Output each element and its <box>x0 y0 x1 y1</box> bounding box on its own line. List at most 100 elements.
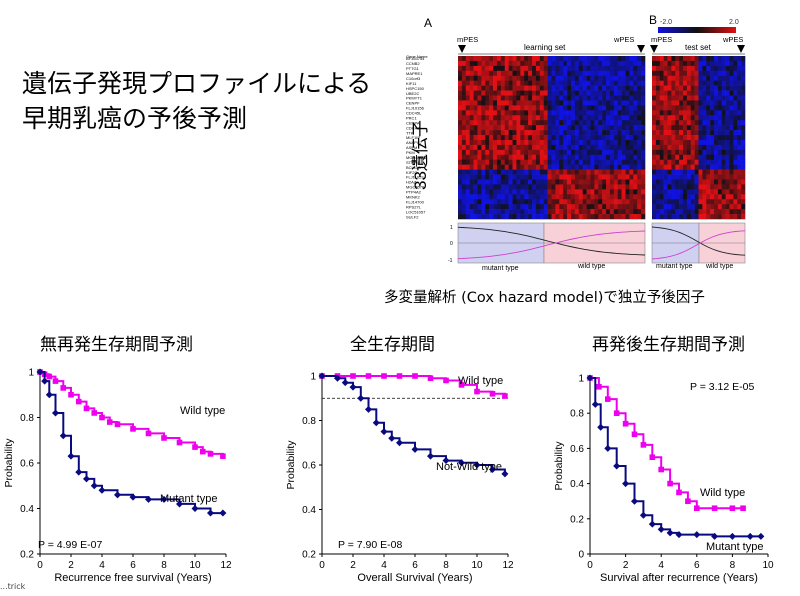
heat-cell <box>602 125 607 131</box>
heat-cell <box>590 95 595 101</box>
heat-cell <box>458 164 463 170</box>
heat-cell <box>717 65 723 72</box>
heat-cell <box>555 100 560 106</box>
heat-cell <box>458 199 463 205</box>
heat-cell <box>590 209 595 215</box>
heat-cell <box>551 100 556 106</box>
heat-cell <box>477 139 482 146</box>
heat-cell <box>528 70 533 77</box>
heat-cell <box>465 174 470 180</box>
heat-cell <box>547 60 552 67</box>
heat-cell <box>477 199 482 205</box>
heat-cell <box>710 75 715 81</box>
heat-cell <box>679 144 684 151</box>
heat-cell <box>586 159 591 165</box>
heat-cell <box>512 179 517 185</box>
profile-a-wild-line <box>457 230 646 260</box>
heat-cell <box>578 164 583 170</box>
heat-cell <box>663 204 668 210</box>
heat-cell <box>574 80 580 86</box>
heat-cell <box>489 75 494 81</box>
heat-cell <box>578 199 583 205</box>
data-point <box>176 500 183 508</box>
heat-cell <box>737 209 742 215</box>
heat-cell <box>655 139 661 146</box>
heat-cell <box>485 209 490 215</box>
heat-cell <box>481 110 486 116</box>
heat-cell <box>528 174 533 180</box>
heat-cell <box>582 56 587 62</box>
heat-cell <box>613 199 619 205</box>
heat-cell <box>524 194 529 200</box>
heat-cell <box>721 85 726 91</box>
heat-cell <box>551 169 556 175</box>
heat-cell <box>659 154 664 161</box>
heat-cell <box>481 194 486 200</box>
heat-cell <box>714 189 719 195</box>
heat-cell <box>741 199 746 205</box>
heat-cell <box>733 65 738 72</box>
heat-cell <box>679 204 684 210</box>
heat-cell <box>655 209 661 215</box>
heat-cell <box>524 144 529 151</box>
heat-cell <box>698 60 703 67</box>
heat-cell <box>469 110 474 116</box>
heat-cell <box>477 209 482 215</box>
heat-cell <box>633 105 638 111</box>
heat-cell <box>617 100 622 106</box>
heat-cell <box>710 135 715 141</box>
heat-cell <box>524 135 529 141</box>
heat-cell <box>741 95 746 101</box>
data-point <box>207 451 214 457</box>
heat-cell <box>663 214 668 220</box>
heat-cell <box>496 100 502 106</box>
heat-cell <box>508 154 513 161</box>
heat-cell <box>512 65 517 72</box>
heat-cell <box>663 159 668 165</box>
heat-cell <box>539 110 545 116</box>
heat-cell <box>633 135 638 141</box>
heat-cell <box>520 159 525 165</box>
data-point <box>489 465 496 473</box>
heat-cell <box>543 179 548 185</box>
heat-cell <box>679 115 684 121</box>
gene-label: FLJ14700 <box>406 199 425 204</box>
heat-cell <box>551 110 556 116</box>
heat-cell <box>485 110 490 116</box>
heat-cell <box>652 95 657 101</box>
heat-cell <box>667 209 672 215</box>
heat-cell <box>671 130 676 136</box>
heat-cell <box>659 130 664 136</box>
heat-cell <box>493 75 498 81</box>
heat-cell <box>609 90 615 96</box>
heat-cell <box>667 95 672 101</box>
heat-cell <box>617 154 622 161</box>
heat-cell <box>714 125 719 131</box>
heat-cell <box>694 149 699 156</box>
data-point <box>631 497 638 505</box>
multivariate-note: 多変量解析 (Cox hazard model)で独立予後因子 <box>384 290 705 306</box>
heat-cell <box>504 154 509 161</box>
heat-cell <box>675 135 680 141</box>
heat-cell <box>698 95 703 101</box>
heat-cell <box>528 169 533 175</box>
heat-cell <box>512 95 517 101</box>
heat-cell <box>617 90 622 96</box>
heat-cell <box>458 204 463 210</box>
heat-cell <box>629 184 634 190</box>
clipped-footer-text: ...trick <box>0 582 26 591</box>
y-tick-label: 0.8 <box>20 413 34 424</box>
learning-set-label: learning set <box>524 43 566 52</box>
data-point <box>676 489 682 496</box>
heat-cell <box>659 135 664 141</box>
heat-cell <box>690 169 695 175</box>
heat-cell <box>504 194 509 200</box>
heat-cell <box>500 179 506 185</box>
heat-cell <box>694 80 699 86</box>
heat-cell <box>532 204 537 210</box>
heat-cell <box>512 169 517 175</box>
heat-cell <box>652 174 657 180</box>
heat-cell <box>543 90 548 96</box>
heat-cell <box>512 100 517 106</box>
heat-cell <box>671 75 676 81</box>
